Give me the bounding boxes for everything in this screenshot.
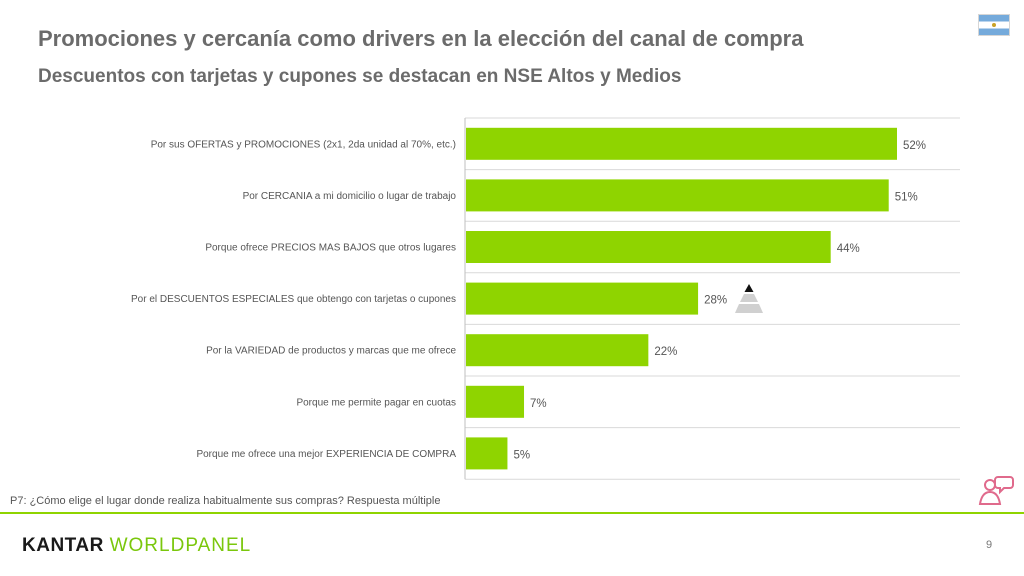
category-label: Porque me permite pagar en cuotas xyxy=(296,397,456,408)
kantar-worldpanel-logo: KANTAR WORLDPANEL xyxy=(22,535,251,557)
people-chat-icon xyxy=(978,476,1014,505)
nse-pyramid-icon xyxy=(735,284,763,313)
bar xyxy=(466,179,889,212)
question-footnote: P7: ¿Cómo elige el lugar donde realiza h… xyxy=(10,495,441,507)
bar xyxy=(466,437,508,470)
data-label: 7% xyxy=(530,398,547,410)
bar xyxy=(466,385,525,418)
bar xyxy=(466,334,649,367)
page-subtitle: Descuentos con tarjetas y cupones se des… xyxy=(38,66,682,87)
data-label: 51% xyxy=(895,191,918,203)
argentina-flag-icon xyxy=(978,14,1010,36)
data-label: 44% xyxy=(837,243,860,255)
category-label: Por el DESCUENTOS ESPECIALES que obtengo… xyxy=(131,294,456,305)
data-label: 5% xyxy=(513,449,530,461)
category-label: Por la VARIEDAD de productos y marcas qu… xyxy=(206,346,456,357)
category-label: Porque ofrece PRECIOS MAS BAJOS que otro… xyxy=(205,243,456,254)
data-label: 28% xyxy=(704,295,727,307)
logo-kantar: KANTAR xyxy=(22,535,110,556)
category-label: Porque me ofrece una mejor EXPERIENCIA D… xyxy=(196,449,456,460)
data-label: 52% xyxy=(903,140,926,152)
data-label: 22% xyxy=(654,346,677,358)
bar-chart: Por sus OFERTAS y PROMOCIONES (2x1, 2da … xyxy=(131,117,960,480)
bar xyxy=(466,127,897,160)
footer-divider xyxy=(0,512,1024,514)
bar xyxy=(466,282,699,315)
bar xyxy=(466,231,831,263)
category-label: Por sus OFERTAS y PROMOCIONES (2x1, 2da … xyxy=(151,139,456,150)
chart-gridlines xyxy=(465,117,960,480)
page-number: 9 xyxy=(986,539,993,551)
category-label: Por CERCANIA a mi domicilio o lugar de t… xyxy=(243,191,457,202)
page-title: Promociones y cercanía como drivers en l… xyxy=(38,26,804,51)
logo-worldpanel: WORLDPANEL xyxy=(109,535,252,556)
